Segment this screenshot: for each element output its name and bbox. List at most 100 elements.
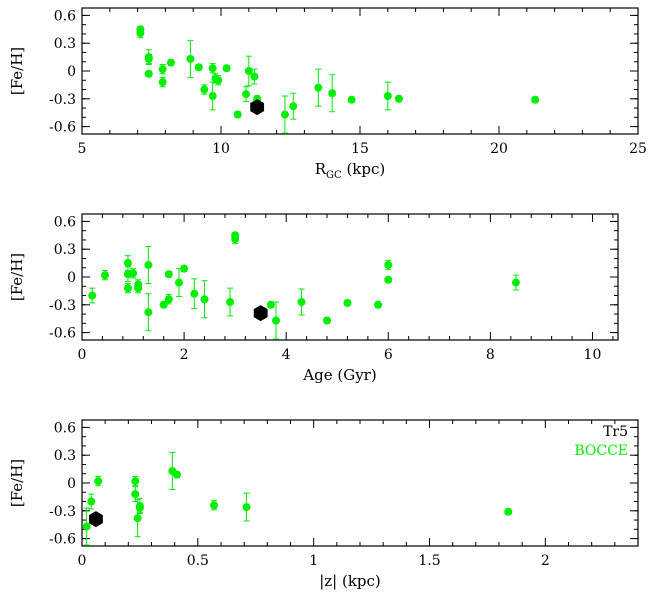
- panel-2: 0 2 4 6 8 10 -0.6 -0.3 0 0.3 0.6 [Fe/H] Age (Gyr): [8, 213, 619, 384]
- y-tick-label: -0.6: [49, 532, 76, 548]
- panel-3: 0 0.5 1 1.5 2 -0.6 -0.3 0 0.3 0.6 [Fe/H] |z| (kpc) T…: [8, 419, 639, 590]
- data-point: [94, 477, 103, 486]
- data-point: [123, 259, 132, 268]
- data-point: [82, 522, 91, 531]
- x-tick-label: 1: [309, 553, 318, 569]
- y-tick-label: 0: [67, 64, 76, 80]
- data-point: [231, 235, 240, 244]
- data-point: [384, 260, 393, 269]
- data-point: [266, 300, 275, 309]
- data-point: [158, 78, 167, 87]
- x-tick-label: 10: [584, 347, 602, 363]
- data-point: [158, 65, 167, 74]
- y-axis-label: [Fe/H]: [8, 253, 26, 301]
- data-point: [347, 95, 356, 104]
- data-point: [200, 85, 209, 94]
- x-tick-label: 25: [629, 141, 647, 157]
- data-point: [242, 503, 251, 512]
- y-tick-label: 0.6: [54, 214, 76, 230]
- y-tick-label: 0: [67, 476, 76, 492]
- data-point: [200, 295, 209, 304]
- data-point: [244, 67, 253, 75]
- data-point: [511, 278, 520, 287]
- y-tick-label: 0.3: [54, 242, 76, 258]
- data-point: [250, 72, 259, 81]
- data-point-tr5: [253, 305, 268, 322]
- x-tick-label: 6: [384, 347, 393, 363]
- data-point: [208, 92, 217, 101]
- data-point: [144, 260, 153, 269]
- x-tick-label: 4: [282, 347, 291, 363]
- x-axis-label: |z| (kpc): [319, 572, 381, 590]
- x-axis-label: Age (Gyr): [302, 366, 376, 384]
- y-tick-label: -0.3: [49, 92, 76, 108]
- data-point: [131, 477, 140, 486]
- data-point: [159, 300, 168, 309]
- y-axis-label: [Fe/H]: [8, 47, 26, 95]
- x-axis-label: RGC (kpc): [315, 160, 386, 181]
- y-tick-label: -0.3: [49, 298, 76, 314]
- series-tr5: [88, 511, 103, 528]
- data-point: [323, 316, 332, 325]
- data-point: [131, 490, 140, 499]
- data-point: [504, 507, 513, 516]
- x-tick-label: 0: [78, 347, 87, 363]
- data-point: [144, 69, 153, 78]
- data-point: [123, 284, 132, 293]
- data-point: [222, 64, 231, 73]
- x-tick-label: 15: [351, 141, 369, 157]
- data-point: [271, 316, 280, 325]
- data-point: [100, 271, 109, 280]
- x-tick-label: 20: [490, 141, 508, 157]
- data-point: [134, 284, 143, 293]
- x-tick-label: 8: [486, 347, 495, 363]
- data-point: [289, 102, 298, 111]
- legend: Tr5 BOCCE: [574, 424, 628, 459]
- data-point: [208, 64, 217, 73]
- data-point: [194, 63, 203, 72]
- plot-frame: [81, 213, 619, 341]
- y-tick-label: 0: [67, 270, 76, 286]
- y-tick-label: -0.6: [49, 326, 76, 342]
- y-axis-label: [Fe/H]: [8, 459, 26, 507]
- data-point-tr5: [250, 99, 265, 116]
- data-point: [88, 291, 97, 300]
- x-tick-label: 2: [180, 347, 189, 363]
- series-tr5: [253, 305, 268, 322]
- x-tick-label: 1.5: [418, 553, 440, 569]
- data-point: [233, 110, 242, 119]
- data-point: [384, 275, 393, 284]
- x-tick-label: 5: [78, 141, 87, 157]
- y-tick-label: -0.6: [49, 120, 76, 136]
- series-tr5: [250, 99, 265, 116]
- plot-frame: [81, 419, 639, 547]
- data-point: [242, 90, 251, 99]
- data-point: [383, 92, 392, 101]
- data-point: [394, 94, 403, 103]
- data-point: [280, 110, 289, 119]
- data-point: [133, 514, 142, 523]
- data-point: [174, 278, 183, 287]
- series-bocce: [88, 231, 520, 340]
- x-tick-label: 0: [78, 553, 87, 569]
- data-point: [129, 269, 138, 278]
- y-tick-label: 0.6: [54, 420, 76, 436]
- legend-entry-bocce: BOCCE: [574, 443, 628, 459]
- data-point: [210, 501, 219, 510]
- data-point: [144, 308, 153, 317]
- data-point: [144, 54, 153, 63]
- panel-1: 5 10 15 20 25 -0.6 -0.3 0 0.3 0.6 [Fe/H] RGC (kpc): [8, 7, 647, 181]
- data-point: [531, 95, 540, 104]
- data-point: [328, 89, 337, 98]
- x-tick-label: 10: [212, 141, 230, 157]
- data-point: [343, 298, 352, 307]
- x-tick-label: 2: [541, 553, 550, 569]
- data-point: [87, 497, 96, 506]
- data-point: [297, 298, 306, 307]
- data-point: [226, 298, 235, 307]
- data-point: [136, 29, 145, 38]
- y-tick-label: 0.3: [54, 36, 76, 52]
- data-point: [214, 76, 223, 85]
